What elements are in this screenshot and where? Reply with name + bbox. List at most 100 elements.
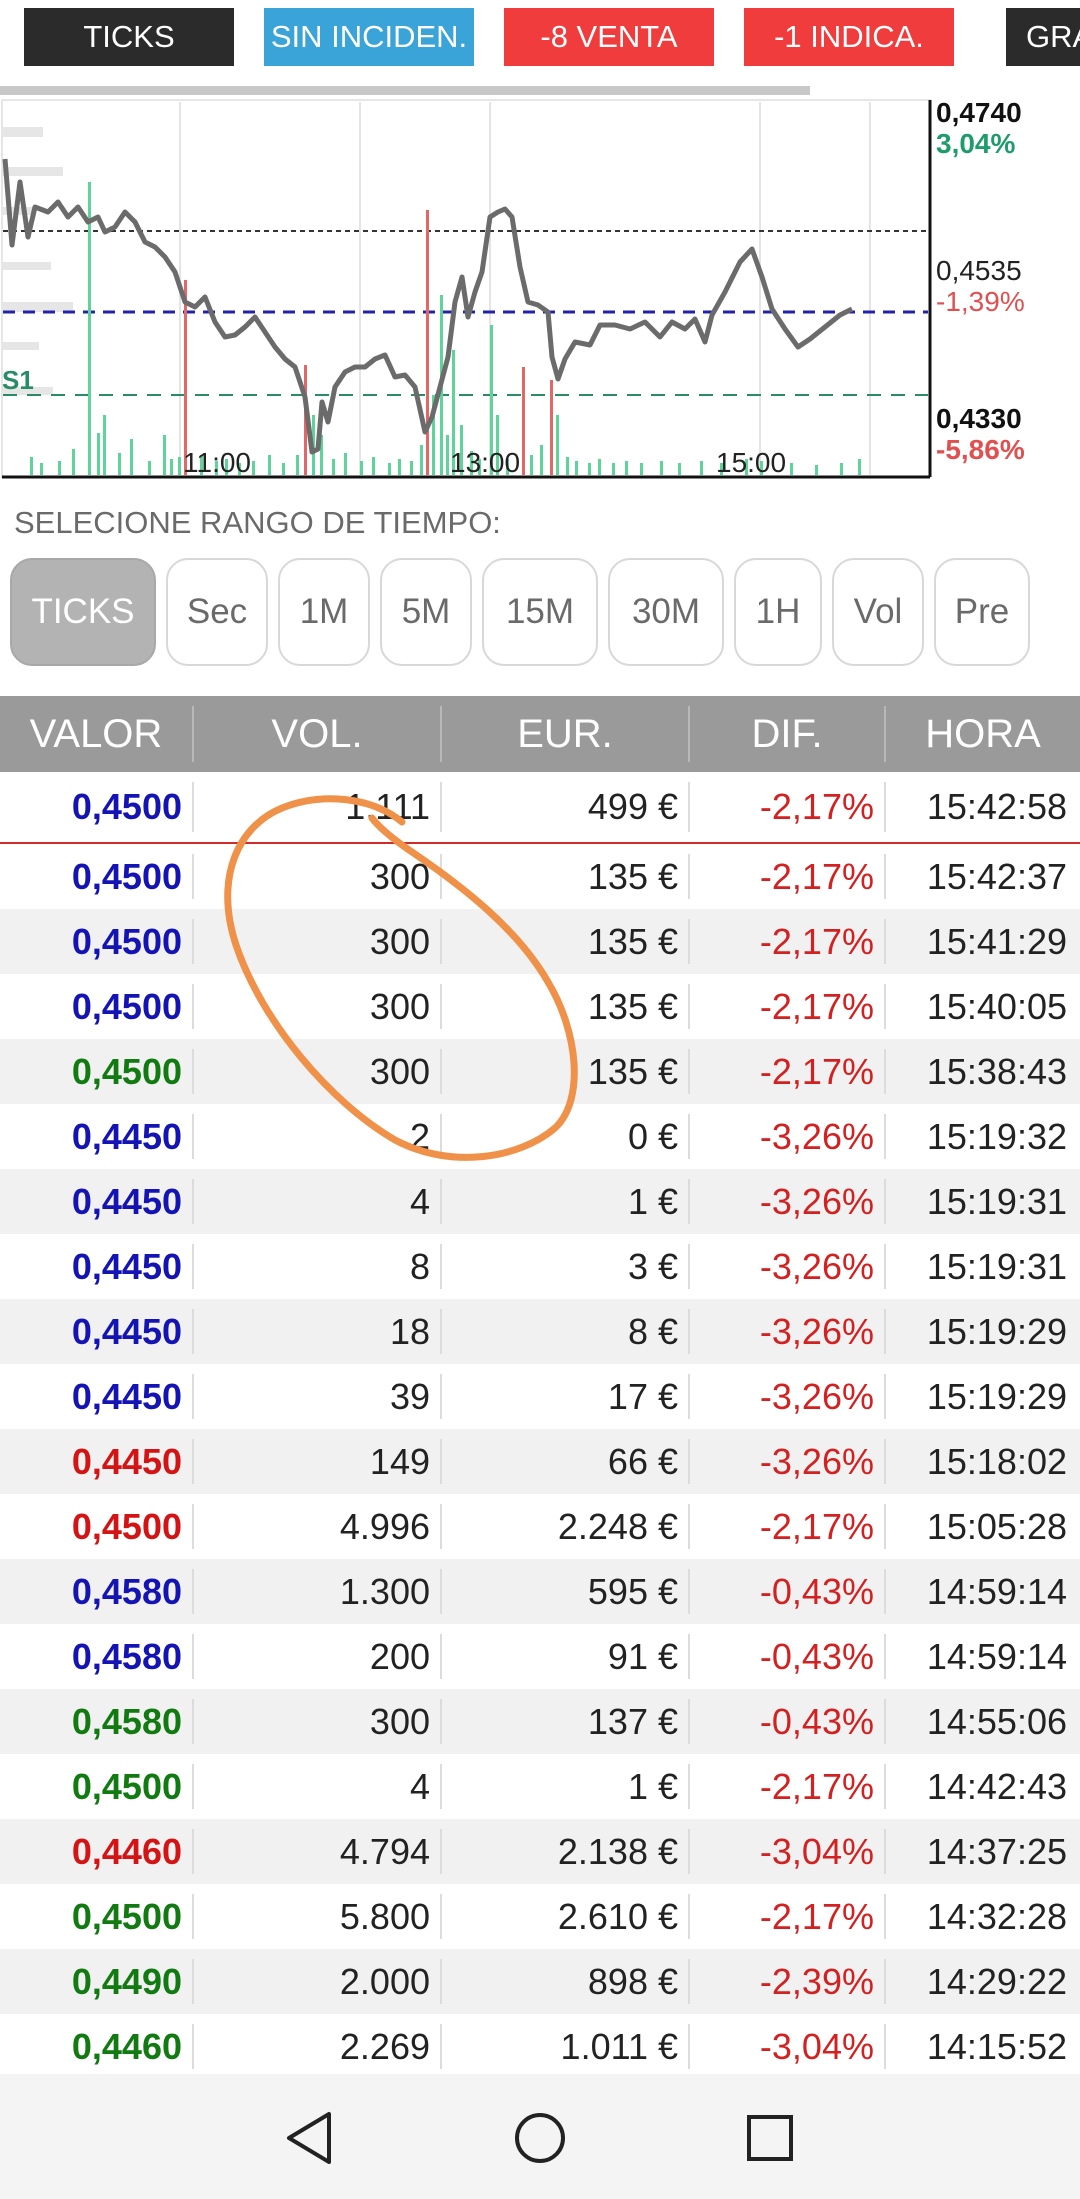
support-label: S1 xyxy=(2,365,34,395)
tag-label: -8 VENTA xyxy=(540,19,678,54)
volume-bar xyxy=(360,461,363,475)
table-row[interactable]: 0,4500 300 135 € -2,17% 15:40:05 xyxy=(0,974,1080,1039)
column-divider xyxy=(884,1959,886,2004)
volume-bar xyxy=(163,435,166,475)
back-button[interactable] xyxy=(279,2108,339,2168)
home-icon xyxy=(515,2113,565,2163)
range-button-sec[interactable]: Sec xyxy=(166,558,268,666)
table-row[interactable]: 0,4450 2 0 € -3,26% 15:19:32 xyxy=(0,1104,1080,1169)
volume-bar xyxy=(388,463,391,475)
column-divider xyxy=(884,1699,886,1744)
euros-cell: 595 € xyxy=(587,1570,678,1612)
difference-cell: -3,26% xyxy=(759,1375,874,1417)
range-button-pre[interactable]: Pre xyxy=(934,558,1030,666)
volume-cell: 300 xyxy=(369,855,430,897)
table-row[interactable]: 0,4500 300 135 € -2,17% 15:41:29 xyxy=(0,909,1080,974)
volume-bar xyxy=(282,463,285,475)
range-button-1h[interactable]: 1H xyxy=(734,558,822,666)
table-row[interactable]: 0,4500 5.800 2.610 € -2,17% 14:32:28 xyxy=(0,1884,1080,1949)
header-vol[interactable]: VOL. xyxy=(271,711,363,756)
valor-cell: 0,4500 xyxy=(71,1765,182,1807)
table-row[interactable]: 0,4460 4.794 2.138 € -3,04% 14:37:25 xyxy=(0,1819,1080,1884)
valor-cell: 0,4460 xyxy=(71,1830,182,1872)
intraday-chart[interactable]: S1 11:00 13:00 15:00 0,4740 3,04% 0,4535… xyxy=(0,97,1080,482)
trades-table-body[interactable]: 0,4500 1.111 499 € -2,17% 15:42:58 0,4500 300 1… xyxy=(0,772,1080,2074)
volume-cell: 300 xyxy=(369,920,430,962)
table-row[interactable]: 0,4450 4 1 € -3,26% 15:19:31 xyxy=(0,1169,1080,1234)
column-divider xyxy=(192,1244,194,1289)
header-divider xyxy=(688,706,690,762)
range-button-15m[interactable]: 15M xyxy=(482,558,598,666)
range-button-1m[interactable]: 1M xyxy=(278,558,370,666)
tag-ticks[interactable]: TICKS xyxy=(24,8,234,66)
tag-indicadores[interactable]: -1 INDICA. xyxy=(744,8,954,66)
home-button[interactable] xyxy=(510,2108,570,2168)
table-row[interactable]: 0,4460 2.269 1.011 € -3,04% 14:15:52 xyxy=(0,2014,1080,2074)
difference-cell: -2,17% xyxy=(759,1505,874,1547)
difference-cell: -0,43% xyxy=(759,1570,874,1612)
price-mid: 0,4535 xyxy=(936,255,1022,286)
euros-cell: 2.248 € xyxy=(557,1505,678,1547)
difference-cell: -3,26% xyxy=(759,1440,874,1482)
table-row[interactable]: 0,4500 300 135 € -2,17% 15:38:43 xyxy=(0,1039,1080,1104)
table-row[interactable]: 0,4500 300 135 € -2,17% 15:42:37 xyxy=(0,844,1080,909)
header-dif[interactable]: DIF. xyxy=(751,711,823,756)
table-row[interactable]: 0,4500 1.111 499 € -2,17% 15:42:58 xyxy=(0,772,1080,844)
tags-scrollbar[interactable] xyxy=(0,86,810,95)
table-row[interactable]: 0,4450 8 3 € -3,26% 15:19:31 xyxy=(0,1234,1080,1299)
time-label: 13:00 xyxy=(450,447,520,478)
volume-bar xyxy=(522,367,525,475)
column-divider xyxy=(440,1829,442,1874)
table-row[interactable]: 0,4580 200 91 € -0,43% 14:59:14 xyxy=(0,1624,1080,1689)
column-divider xyxy=(192,1179,194,1224)
volume-bar xyxy=(460,425,463,475)
table-row[interactable]: 0,4580 1.300 595 € -0,43% 14:59:14 xyxy=(0,1559,1080,1624)
header-valor[interactable]: VALOR xyxy=(29,711,163,756)
volume-cell: 2.269 xyxy=(339,2025,430,2067)
volume-bar xyxy=(148,461,151,475)
tag-graficos[interactable]: GRA xyxy=(1006,8,1080,66)
euros-cell: 1.011 € xyxy=(560,2025,678,2067)
tag-sin-incidencias[interactable]: SIN INCIDEN. xyxy=(264,8,474,66)
recents-button[interactable] xyxy=(740,2108,800,2168)
table-row[interactable]: 0,4450 149 66 € -3,26% 15:18:02 xyxy=(0,1429,1080,1494)
euros-cell: 0 € xyxy=(627,1115,678,1157)
column-divider xyxy=(192,854,194,899)
header-hora[interactable]: HORA xyxy=(925,711,1041,756)
volume-cell: 4.794 xyxy=(339,1830,430,1872)
column-divider xyxy=(884,782,886,832)
table-row[interactable]: 0,4580 300 137 € -0,43% 14:55:06 xyxy=(0,1689,1080,1754)
column-divider xyxy=(192,984,194,1029)
time-cell: 14:59:14 xyxy=(926,1635,1067,1677)
time-cell: 15:05:28 xyxy=(926,1505,1067,1547)
recents-icon xyxy=(747,2115,793,2161)
time-cell: 15:40:05 xyxy=(926,985,1067,1027)
volume-bar xyxy=(410,461,413,475)
volume-bar xyxy=(268,455,271,475)
range-button-30m[interactable]: 30M xyxy=(608,558,724,666)
table-row[interactable]: 0,4490 2.000 898 € -2,39% 14:29:22 xyxy=(0,1949,1080,2014)
volume-bar xyxy=(72,449,75,475)
tag-label: GRA xyxy=(1026,19,1080,54)
difference-cell: -2,17% xyxy=(759,985,874,1027)
volume-bar xyxy=(678,463,681,475)
range-button-ticks[interactable]: TICKS xyxy=(10,558,156,666)
column-divider xyxy=(192,1504,194,1549)
range-button-vol[interactable]: Vol xyxy=(832,558,924,666)
volume-bar xyxy=(296,455,299,475)
table-row[interactable]: 0,4500 4 1 € -2,17% 14:42:43 xyxy=(0,1754,1080,1819)
header-eur[interactable]: EUR. xyxy=(517,711,613,756)
column-divider xyxy=(884,1049,886,1094)
volume-bar xyxy=(88,182,91,475)
volume-cell: 300 xyxy=(369,1050,430,1092)
tag-venta[interactable]: -8 VENTA xyxy=(504,8,714,66)
table-row[interactable]: 0,4450 18 8 € -3,26% 15:19:29 xyxy=(0,1299,1080,1364)
volume-bar xyxy=(496,415,499,475)
range-button-5m[interactable]: 5M xyxy=(380,558,472,666)
column-divider xyxy=(688,854,690,899)
time-cell: 15:38:43 xyxy=(926,1050,1067,1092)
volume-bar xyxy=(660,461,663,475)
valor-cell: 0,4500 xyxy=(71,1050,182,1092)
table-row[interactable]: 0,4450 39 17 € -3,26% 15:19:29 xyxy=(0,1364,1080,1429)
table-row[interactable]: 0,4500 4.996 2.248 € -2,17% 15:05:28 xyxy=(0,1494,1080,1559)
